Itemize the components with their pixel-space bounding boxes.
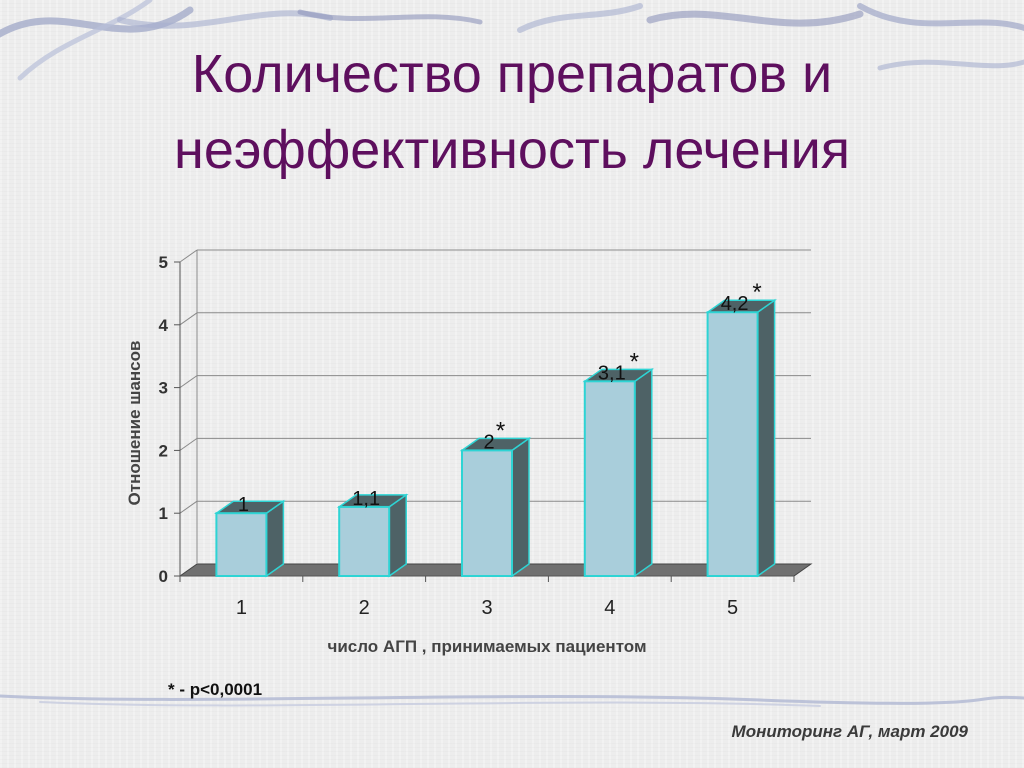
bar-side [511,436,530,578]
y-tick-label: 5 [159,253,168,272]
bar-side [756,298,776,578]
bar [459,436,532,578]
data-label: 2 [483,431,494,453]
bar [214,499,286,578]
x-tick-label: 3 [481,597,492,619]
significance-footnote: * - p<0,0001 [168,680,263,699]
gridline-diagonal [179,437,198,451]
data-label: 1,1 [352,488,380,510]
slide-title-line1: Количество препаратов и [191,44,833,104]
bar [705,298,777,578]
gridline-diagonal [179,312,198,326]
x-tick-label: 1 [236,597,247,619]
significance-marker: * [630,348,639,375]
data-label: 1 [238,494,249,516]
bar-front [338,505,391,578]
labels: 111,122 *33,1 *44,2 *5 [236,279,762,619]
data-label: 3,1 [598,362,626,384]
x-tick-label: 2 [359,597,370,619]
bar [582,367,655,578]
x-axis-title: число АГП , принимаемых пациентом [327,637,646,656]
x-tick-label: 4 [604,597,615,619]
bar-front [461,449,513,577]
y-axis-title: Отношение шансов [125,341,144,506]
y-tick-label: 2 [159,441,168,460]
data-label: 4,2 [721,293,749,315]
y-tick-label: 4 [159,316,169,335]
slide-title-line2: неэффективность лечения [174,120,850,180]
bar-side [265,499,285,578]
bar-side [388,493,407,578]
significance-marker: * [496,417,505,444]
y-tick-label: 1 [159,504,168,523]
gridline-diagonal [179,249,198,263]
gridline-diagonal [179,500,198,514]
source-caption: Мониторинг АГ, март 2009 [731,722,968,741]
bar [336,493,409,578]
gridline-diagonal [179,375,198,389]
y-tick-label: 3 [159,379,168,398]
bars [214,298,777,578]
significance-marker: * [752,279,761,306]
bar-side [634,367,653,578]
bar-front [215,512,268,578]
y-tick-label: 0 [159,567,168,586]
x-tick-label: 5 [727,597,738,619]
bar-front [706,311,759,577]
bar-front [583,380,636,577]
